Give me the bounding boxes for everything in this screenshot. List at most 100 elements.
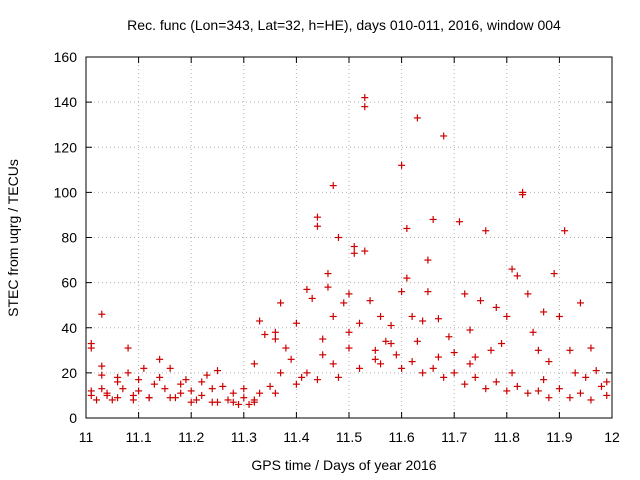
data-point — [298, 373, 306, 381]
data-point — [334, 373, 342, 381]
data-point — [324, 283, 332, 291]
data-point — [98, 371, 106, 379]
data-point — [177, 380, 185, 388]
data-point — [356, 364, 364, 372]
data-point — [340, 299, 348, 307]
data-point — [329, 182, 337, 190]
x-tick-label: 11.9 — [546, 429, 572, 445]
data-point — [156, 373, 164, 381]
data-point — [98, 310, 106, 318]
data-point — [313, 376, 321, 384]
x-tick-label: 11.4 — [283, 429, 309, 445]
data-point — [587, 344, 595, 352]
data-point — [498, 340, 506, 348]
data-point — [455, 218, 463, 226]
data-point — [98, 385, 106, 393]
x-tick-label: 11.3 — [231, 429, 257, 445]
data-point — [545, 394, 553, 402]
data-point — [398, 364, 406, 372]
data-point — [413, 114, 421, 122]
data-point — [329, 312, 337, 320]
data-point — [277, 299, 285, 307]
data-point — [108, 396, 116, 404]
y-tick-label: 100 — [54, 184, 78, 200]
x-tick-label: 11.8 — [494, 429, 520, 445]
data-point — [329, 360, 337, 368]
data-point — [571, 369, 579, 377]
data-point — [124, 369, 132, 377]
data-point — [534, 346, 542, 354]
data-point — [508, 265, 516, 273]
data-point — [271, 328, 279, 336]
data-point — [177, 389, 185, 397]
data-point — [187, 398, 195, 406]
data-point — [214, 367, 221, 375]
data-point — [277, 369, 285, 377]
data-point — [440, 373, 448, 381]
data-point — [492, 378, 500, 386]
data-point — [566, 346, 574, 354]
data-point — [261, 331, 269, 339]
data-point — [392, 351, 400, 359]
data-point — [319, 351, 327, 359]
data-point — [434, 315, 442, 323]
data-point — [250, 360, 258, 368]
data-point — [440, 132, 448, 140]
data-point — [519, 191, 527, 199]
data-point — [229, 398, 237, 406]
data-point — [561, 227, 569, 235]
data-point — [450, 369, 458, 377]
data-point — [256, 317, 264, 325]
data-point — [140, 364, 148, 372]
y-tick-label: 0 — [69, 410, 77, 426]
data-point — [198, 391, 206, 399]
data-point — [429, 215, 437, 223]
data-point — [524, 290, 532, 298]
data-point — [403, 274, 411, 282]
data-point — [292, 380, 300, 388]
data-point — [240, 385, 248, 393]
data-point — [245, 400, 253, 408]
data-point — [545, 358, 553, 366]
data-point — [424, 288, 432, 296]
data-point — [419, 369, 427, 377]
data-point — [114, 394, 122, 402]
data-point — [597, 382, 605, 390]
data-point — [550, 270, 558, 278]
data-point — [503, 312, 511, 320]
data-point — [398, 161, 406, 169]
data-point — [124, 344, 132, 352]
data-point — [135, 376, 143, 384]
data-point — [156, 355, 164, 363]
data-point — [203, 371, 211, 379]
data-point — [219, 382, 227, 390]
data-point — [382, 337, 390, 345]
data-point — [513, 272, 521, 280]
data-point — [135, 387, 143, 395]
data-point — [482, 385, 490, 393]
data-point — [477, 297, 484, 305]
y-tick-label: 80 — [61, 230, 77, 246]
data-point — [592, 367, 600, 375]
data-point — [555, 385, 563, 393]
data-point — [461, 290, 469, 298]
data-point — [398, 288, 406, 296]
data-point — [555, 312, 563, 320]
data-point — [366, 297, 374, 305]
data-point — [492, 303, 500, 311]
data-point — [129, 396, 137, 404]
data-point — [566, 394, 574, 402]
data-point — [145, 394, 153, 402]
data-point — [114, 373, 122, 381]
data-point — [524, 389, 532, 397]
y-tick-label: 160 — [54, 49, 78, 65]
data-point — [87, 344, 95, 352]
x-tick-label: 11 — [79, 429, 94, 445]
data-point — [313, 222, 321, 230]
data-point — [350, 243, 358, 251]
y-tick-label: 60 — [61, 275, 77, 291]
y-tick-label: 120 — [54, 139, 78, 155]
data-point — [361, 103, 369, 111]
chart-title: Rec. func (Lon=343, Lat=32, h=HE), days … — [127, 17, 561, 33]
